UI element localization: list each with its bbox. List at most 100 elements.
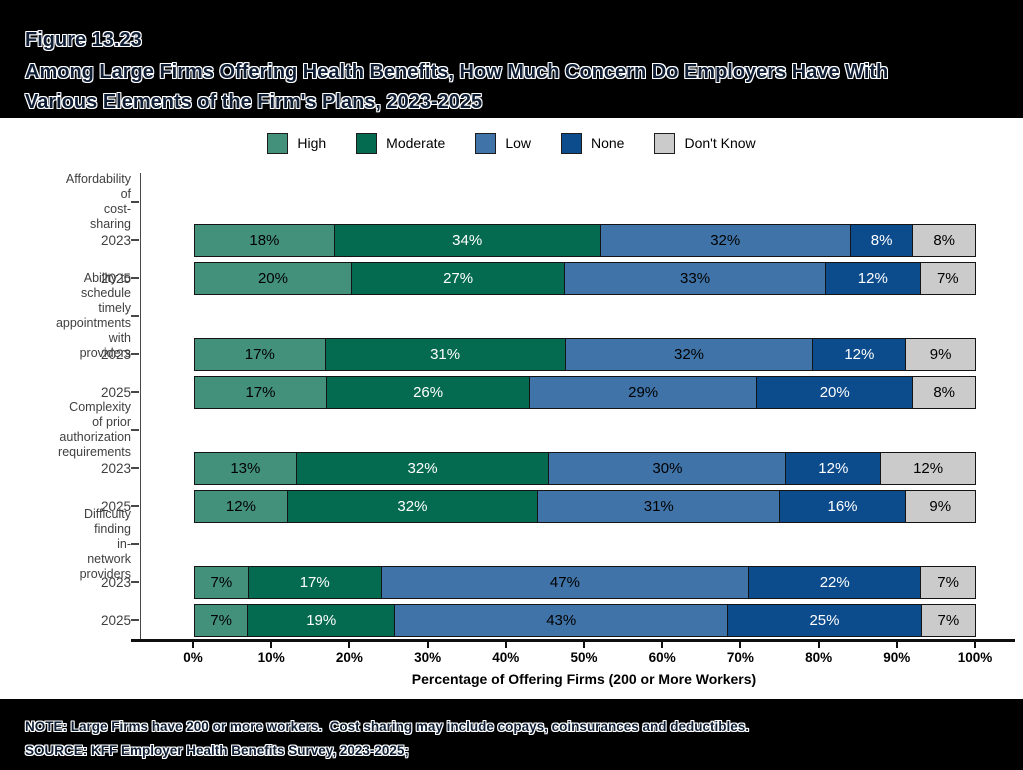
segment-label: 31% [643,497,674,515]
bar-segment: 8% [850,223,914,257]
bar-segment: 12% [786,451,882,485]
bar-segment: 31% [538,489,781,523]
bar-row: 2023 13% 32% 30% 12% 12% [101,449,1000,487]
bar-segment: 22% [749,565,922,599]
segment-label: 8% [933,383,956,401]
legend-item-low: Low [475,132,531,154]
category-label: Affordability of cost-sharing [65,172,131,231]
x-axis-tick [739,641,742,648]
x-axis-tick [895,641,898,648]
bar-segment: 43% [395,603,729,637]
bar-segment: 20% [757,375,914,409]
segment-label: 32% [710,231,741,249]
bar-row: 2025 12% 32% 31% 16% 9% [101,487,1000,525]
bar-segment: 19% [248,603,396,637]
bar-segment: 18% [194,223,335,257]
footer-band: NOTE: Large Firms have 200 or more worke… [0,699,1023,770]
x-axis-tick [270,641,273,648]
category-row: Difficulty finding in-network providers [80,507,1000,581]
year-label: 2023 [100,460,131,476]
bar-track: 7% 19% 43% 25% 7% [194,603,976,637]
x-axis-line [131,639,1015,642]
bar-segment: 7% [921,603,976,637]
x-axis-tick [348,641,351,648]
x-axis: Percentage of Offering Firms (200 or Mor… [0,639,1023,699]
x-axis-tick [974,641,976,648]
segment-label: 32% [673,345,705,363]
segment-label: 9% [929,345,952,363]
legend-swatch-low [475,132,497,154]
y-axis-tick [131,619,139,621]
bar-track: 17% 26% 29% 20% 8% [194,375,976,409]
segment-label: 20% [257,269,288,287]
bar-segment: 7% [194,565,249,599]
legend-swatch-dont-know [654,132,676,154]
legend-swatch-none [561,132,582,154]
bar-segment: 17% [194,375,327,409]
bar-segment: 25% [728,603,922,637]
x-axis-tick [504,641,507,648]
year-label: 2023 [100,346,131,362]
x-axis-tick [192,641,194,648]
y-axis-tick [131,239,139,241]
segment-label: 8% [870,231,893,249]
legend-item-dont-know: Don't Know [654,132,756,154]
bar-segment: 32% [565,337,814,371]
segment-label: 18% [249,231,280,249]
x-axis-tick [426,641,429,648]
x-tick-label: 90% [883,650,911,665]
segment-label: 25% [809,611,840,629]
category-row: Affordability of cost-sharing [66,172,1000,231]
segment-label: 27% [443,269,474,287]
legend-item-high: High [267,132,327,154]
segment-label: 13% [230,459,261,477]
x-tick-label: 60% [648,650,676,665]
source-text: SOURCE: KFF Employer Health Benefits Sur… [25,743,409,758]
bar-segment: 31% [325,337,566,371]
y-axis-tick [131,391,139,393]
bar-segment: 17% [194,337,326,371]
y-axis-tick [131,201,139,203]
legend-label: High [297,135,327,151]
category-row: Complexity of prior authorization requir… [58,400,1000,459]
segment-label: 47% [549,573,580,591]
bar-row: 2023 17% 31% 32% 12% 9% [101,335,1000,373]
segment-label: 34% [452,231,483,249]
segment-label: 7% [937,611,960,629]
category-label: Difficulty finding in-network providers [79,506,131,581]
bar-segment: 47% [381,565,750,599]
x-tick-label: 30% [414,650,442,665]
bar-segment: 13% [194,451,297,485]
segment-label: 17% [245,383,276,401]
y-axis-tick [131,315,139,317]
segment-label: 7% [937,573,959,591]
category-label: Ability to schedule timely appointments … [55,271,132,360]
x-tick-label: 100% [957,650,993,665]
bar-segment: 33% [565,261,826,295]
header-band: Figure 13.23 Among Large Firms Offering … [0,0,1023,118]
chart-title: Among Large Firms Offering Health Benefi… [25,61,889,113]
legend-item-none: None [561,132,624,154]
segment-label: 20% [819,383,850,401]
bar-segment: 12% [813,337,907,371]
segment-label: 30% [652,459,683,477]
legend-label: Low [505,135,531,151]
bar-segment: 27% [351,261,566,295]
year-label: 2023 [100,232,131,248]
segment-label: 12% [857,269,888,287]
bar-track: 13% 32% 30% 12% 12% [194,451,976,485]
bar-track: 20% 27% 33% 12% 7% [194,261,976,295]
x-tick-label: 40% [492,650,520,665]
segment-label: 19% [306,611,337,629]
x-tick-label: 0% [183,650,203,665]
segment-label: 43% [546,611,577,629]
segment-label: 7% [210,611,232,629]
bar-track: 18% 34% 32% 8% 8% [194,223,976,257]
plot-panel: Affordability of cost-sharing 2023 18% 34% 3… [56,172,1000,639]
bar-segment: 8% [913,375,976,409]
segment-label: 16% [827,497,858,515]
y-axis-tick [131,505,139,507]
segment-label: 7% [210,573,233,591]
segment-label: 9% [929,497,952,515]
bar-segment: 30% [549,451,787,485]
